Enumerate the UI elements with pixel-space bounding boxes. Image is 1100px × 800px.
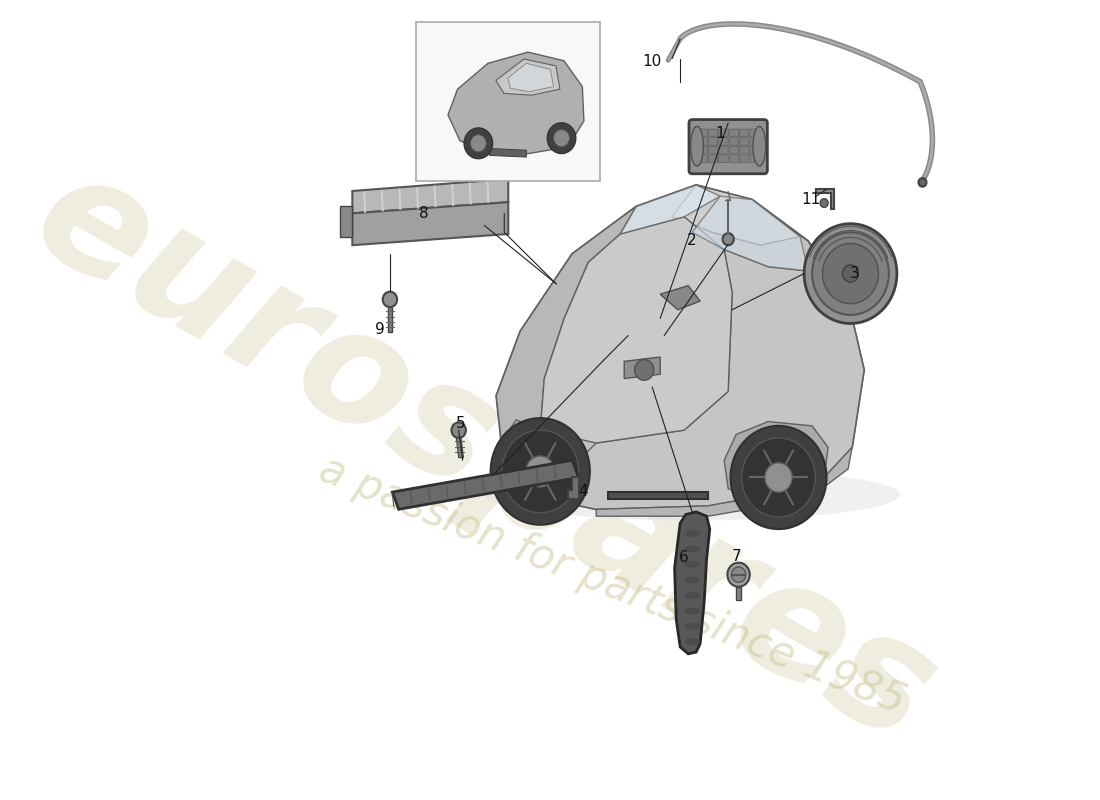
Polygon shape	[500, 420, 580, 486]
Polygon shape	[620, 185, 721, 234]
Text: 5: 5	[455, 416, 465, 430]
Polygon shape	[540, 217, 733, 443]
Text: 9: 9	[375, 322, 385, 337]
Polygon shape	[496, 206, 636, 469]
FancyBboxPatch shape	[708, 138, 718, 146]
Ellipse shape	[635, 360, 653, 380]
Polygon shape	[352, 179, 508, 214]
FancyBboxPatch shape	[708, 155, 718, 162]
Ellipse shape	[547, 122, 576, 154]
Polygon shape	[448, 52, 584, 154]
Ellipse shape	[684, 561, 701, 568]
FancyBboxPatch shape	[416, 22, 601, 181]
FancyBboxPatch shape	[739, 146, 749, 154]
Ellipse shape	[526, 456, 554, 487]
Ellipse shape	[804, 224, 896, 323]
Ellipse shape	[741, 438, 815, 517]
Ellipse shape	[491, 418, 590, 525]
Ellipse shape	[471, 135, 486, 152]
Text: a passion for parts since 1985: a passion for parts since 1985	[312, 448, 912, 722]
FancyBboxPatch shape	[718, 138, 728, 146]
Text: 4: 4	[578, 484, 587, 498]
Polygon shape	[508, 63, 553, 92]
FancyBboxPatch shape	[729, 146, 738, 154]
Ellipse shape	[730, 426, 826, 529]
FancyBboxPatch shape	[697, 155, 707, 162]
FancyBboxPatch shape	[729, 129, 738, 137]
Ellipse shape	[918, 178, 926, 186]
FancyBboxPatch shape	[739, 155, 749, 162]
Polygon shape	[724, 422, 828, 501]
Ellipse shape	[723, 233, 734, 245]
FancyBboxPatch shape	[718, 146, 728, 154]
Ellipse shape	[691, 126, 703, 166]
Polygon shape	[692, 196, 808, 271]
Ellipse shape	[732, 567, 746, 582]
Polygon shape	[660, 286, 701, 310]
Ellipse shape	[754, 126, 766, 166]
FancyBboxPatch shape	[708, 146, 718, 154]
Ellipse shape	[684, 623, 701, 630]
Text: 3: 3	[849, 266, 859, 281]
Polygon shape	[608, 492, 708, 499]
Text: 1: 1	[715, 126, 725, 141]
FancyBboxPatch shape	[697, 138, 707, 146]
Ellipse shape	[684, 546, 701, 552]
Polygon shape	[496, 59, 560, 95]
FancyBboxPatch shape	[750, 155, 759, 162]
Polygon shape	[672, 185, 800, 245]
FancyBboxPatch shape	[718, 155, 728, 162]
Polygon shape	[569, 478, 579, 499]
FancyBboxPatch shape	[729, 138, 738, 146]
Text: 6: 6	[680, 550, 689, 565]
FancyBboxPatch shape	[708, 129, 718, 137]
Ellipse shape	[812, 232, 889, 315]
FancyBboxPatch shape	[697, 146, 707, 154]
FancyBboxPatch shape	[750, 146, 759, 154]
Text: eurospares: eurospares	[8, 136, 960, 776]
Ellipse shape	[451, 422, 466, 438]
Ellipse shape	[821, 198, 828, 207]
Ellipse shape	[684, 638, 701, 646]
Text: 11: 11	[801, 192, 821, 207]
Text: 2: 2	[688, 234, 697, 248]
Text: 7: 7	[732, 549, 741, 564]
FancyBboxPatch shape	[697, 129, 707, 137]
FancyBboxPatch shape	[739, 138, 749, 146]
FancyBboxPatch shape	[689, 119, 768, 174]
Polygon shape	[340, 206, 352, 237]
Polygon shape	[816, 190, 834, 209]
Ellipse shape	[684, 592, 701, 598]
Ellipse shape	[684, 607, 701, 614]
Ellipse shape	[553, 130, 570, 146]
Ellipse shape	[502, 430, 579, 513]
Ellipse shape	[464, 128, 493, 159]
FancyBboxPatch shape	[718, 129, 728, 137]
Ellipse shape	[727, 562, 750, 586]
Polygon shape	[387, 307, 393, 332]
Polygon shape	[393, 460, 579, 510]
Ellipse shape	[383, 292, 397, 307]
FancyBboxPatch shape	[739, 129, 749, 137]
Polygon shape	[496, 185, 865, 510]
Polygon shape	[596, 447, 852, 516]
FancyBboxPatch shape	[729, 155, 738, 162]
Polygon shape	[624, 357, 660, 378]
Ellipse shape	[823, 243, 879, 304]
Polygon shape	[674, 512, 710, 654]
Text: 10: 10	[642, 54, 662, 70]
FancyBboxPatch shape	[750, 129, 759, 137]
Polygon shape	[540, 250, 865, 510]
Polygon shape	[456, 438, 463, 458]
Ellipse shape	[684, 530, 701, 537]
Ellipse shape	[843, 265, 858, 282]
Ellipse shape	[484, 469, 900, 521]
Polygon shape	[736, 586, 741, 601]
Ellipse shape	[684, 577, 701, 583]
FancyBboxPatch shape	[750, 138, 759, 146]
Ellipse shape	[764, 463, 792, 492]
Polygon shape	[352, 202, 508, 245]
Text: 8: 8	[419, 206, 429, 221]
Polygon shape	[490, 149, 526, 157]
